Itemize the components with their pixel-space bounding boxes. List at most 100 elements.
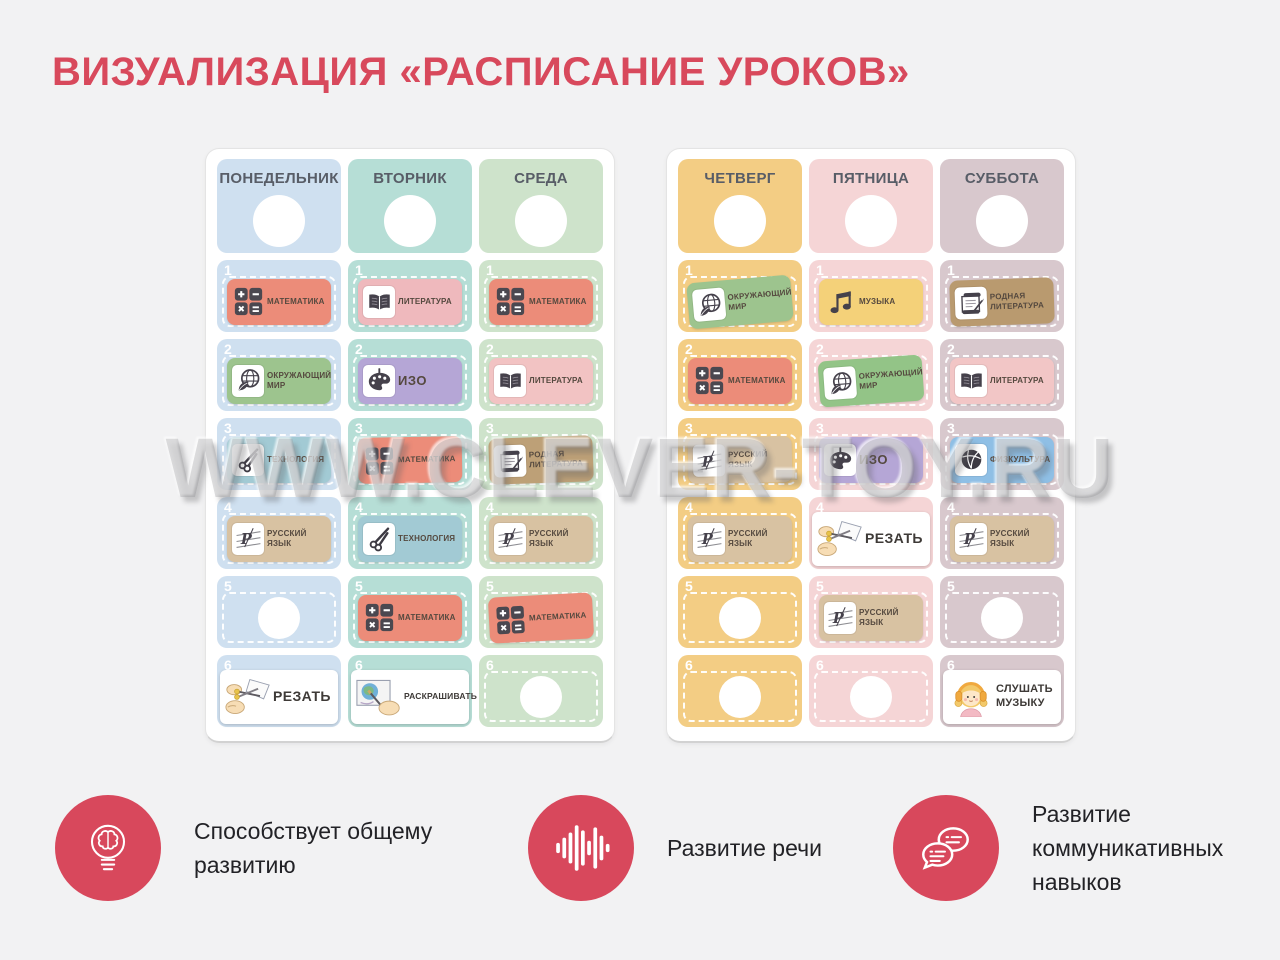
slot-number: 3 [816,420,824,436]
subject-label: РУССКИЙ ЯЗЫК [990,528,1030,548]
velcro-circle [520,676,562,718]
subject-label: ИЗО [398,372,427,388]
chat-bubbles-icon [915,817,977,879]
lesson-slot: 5 [678,576,802,648]
girl-headphones-icon [948,676,994,718]
subject-card: ОКРУЖАЮЩИЙ МИР [817,353,925,408]
lesson-slot: 2 МАТЕМАТИКА [678,339,802,411]
slot-number: 4 [486,499,494,515]
slot-number: 3 [224,420,232,436]
slot-number: 4 [355,499,363,515]
activity-card: РАСКРАШИВАТЬ [351,669,477,724]
slot-number: 2 [224,341,232,357]
globe-leaf-icon [822,365,858,400]
scissors-icon [232,443,264,476]
subject-card: ТЕХНОЛОГИЯ [227,436,331,483]
feature-label: Развитие речи [667,834,822,861]
activity-label: РЕЗАТЬ [273,688,331,705]
lesson-slot: 2 ИЗО [348,339,472,411]
subject-card: ТЕХНОЛОГИЯ [358,515,462,562]
slot-dashed-outline [222,513,336,564]
lesson-slot: 4 Р РУССКИЙ ЯЗЫК [479,497,603,569]
slot-dashed-outline [353,434,467,485]
calculator-icon [232,286,264,318]
subject-card: Р РУССКИЙ ЯЗЫК [489,515,593,562]
subject-label: РУССКИЙ ЯЗЫК [728,528,768,548]
slot-dashed-outline [945,355,1059,406]
slot-number: 1 [224,262,232,278]
day-header: ВТОРНИК [348,159,472,253]
writing-icon: Р [232,522,264,555]
slot-dashed-outline [353,513,467,564]
calculator-icon [493,602,527,636]
day-column: ВТОРНИК 1 ЛИТЕРАТУРА 2 ИЗО 3 МАТЕМАТИКА 4 ТЕХНОЛ… [348,159,477,727]
calculator-icon [363,444,396,477]
day-column: ПЯТНИЦА 1 МУЗЫКА 2 ОКРУЖАЮЩИЙ МИР 3 ИЗО 4 РЕЗАТЬ… [809,159,933,727]
slot-dashed-outline [814,671,928,722]
slot-dashed-outline [945,592,1059,643]
calculator-icon [494,286,526,318]
slot-number: 4 [947,499,955,515]
schedule-panel: ПОНЕДЕЛЬНИК 1 МАТЕМАТИКА 2 ОКРУЖАЮЩИЙ МИР 3 ТЕ… [205,148,615,743]
subject-card: МАТЕМАТИКА [688,357,792,404]
subject-label: ЛИТЕРАТУРА [990,375,1044,385]
svg-text:Р: Р [962,531,975,548]
feature-item: Развитие коммуникативных навыков [893,795,1257,901]
svg-text:Р: Р [831,610,844,627]
svg-text:Р: Р [700,531,713,548]
subject-card: МАТЕМАТИКА [489,278,593,325]
subject-card: Р РУССКИЙ ЯЗЫК [688,515,792,562]
lesson-slot: 3 ФИЗКУЛЬТУРА [940,418,1064,490]
subject-label: ОКРУЖАЮЩИЙ МИР [727,287,792,312]
feature-icon-circle [893,795,999,901]
feature-label: Способствует общему развитию [194,817,433,878]
subject-label: ТЕХНОЛОГИЯ [267,454,325,464]
feature-item: Развитие речи [528,795,822,901]
slot-number: 6 [947,657,955,673]
activity-card: СЛУШАТЬ МУЗЫКУ [943,669,1061,724]
day-row: ЧЕТВЕРГ 1 ОКРУЖАЮЩИЙ МИР 2 МАТЕМАТИКА 3 Р РУССК… [678,159,1064,727]
lesson-slot: 4 РЕЗАТЬ [809,497,933,569]
slot-number: 2 [685,341,693,357]
slot-dashed-outline [814,355,928,406]
subject-card: МАТЕМАТИКА [357,435,463,484]
subject-label: ОКРУЖАЮЩИЙ МИР [267,370,332,390]
subject-card: МАТЕМАТИКА [487,591,595,644]
scissors-icon [363,522,395,555]
subject-card: РОДНАЯ ЛИТЕРАТУРА [488,434,594,485]
slot-dashed-outline [683,355,797,406]
subject-label: ЛИТЕРАТУРА [398,296,452,306]
lesson-slot: 3 Р РУССКИЙ ЯЗЫК [678,418,802,490]
slot-number: 2 [486,341,494,357]
page-title: ВИЗУАЛИЗАЦИЯ «РАСПИСАНИЕ УРОКОВ» [52,50,910,94]
subject-card: Р РУССКИЙ ЯЗЫК [819,594,923,641]
slot-number: 1 [355,262,363,278]
slot-dashed-outline [353,355,467,406]
subject-label: ЛИТЕРАТУРА [529,375,583,385]
subject-label: МАТЕМАТИКА [728,375,786,385]
slot-number: 1 [947,262,955,278]
slot-dashed-outline [683,671,797,722]
subject-label: ОКРУЖАЮЩИЙ МИР [858,367,924,391]
activity-card: РЕЗАТЬ [220,669,338,724]
slot-dashed-outline [683,513,797,564]
lesson-slot: 3 МАТЕМАТИКА [348,418,472,490]
slot-dashed-outline [945,276,1059,327]
day-header: СУББОТА [940,159,1064,253]
slot-dashed-outline [484,355,598,406]
subject-card: Р РУССКИЙ ЯЗЫК [687,435,793,484]
subject-card: ОКРУЖАЮЩИЙ МИР [227,357,332,404]
lesson-slot: 6 [479,655,603,727]
slot-number: 4 [816,499,824,515]
velcro-circle [258,597,300,639]
slot-dashed-outline [484,671,598,722]
subject-label: МАТЕМАТИКА [529,296,587,306]
lesson-slot: 5 МАТЕМАТИКА [348,576,472,648]
bulb-brain-icon [77,817,139,879]
lesson-slot: 1 МАТЕМАТИКА [217,260,341,332]
day-header: ЧЕТВЕРГ [678,159,802,253]
day-column: СРЕДА 1 МАТЕМАТИКА 2 ЛИТЕРАТУРА 3 РОДНАЯ ЛИТЕР… [479,159,603,727]
cutting-hands-icon [225,676,271,718]
subject-card: ФИЗКУЛЬТУРА [950,436,1054,483]
slot-dashed-outline [683,276,797,327]
